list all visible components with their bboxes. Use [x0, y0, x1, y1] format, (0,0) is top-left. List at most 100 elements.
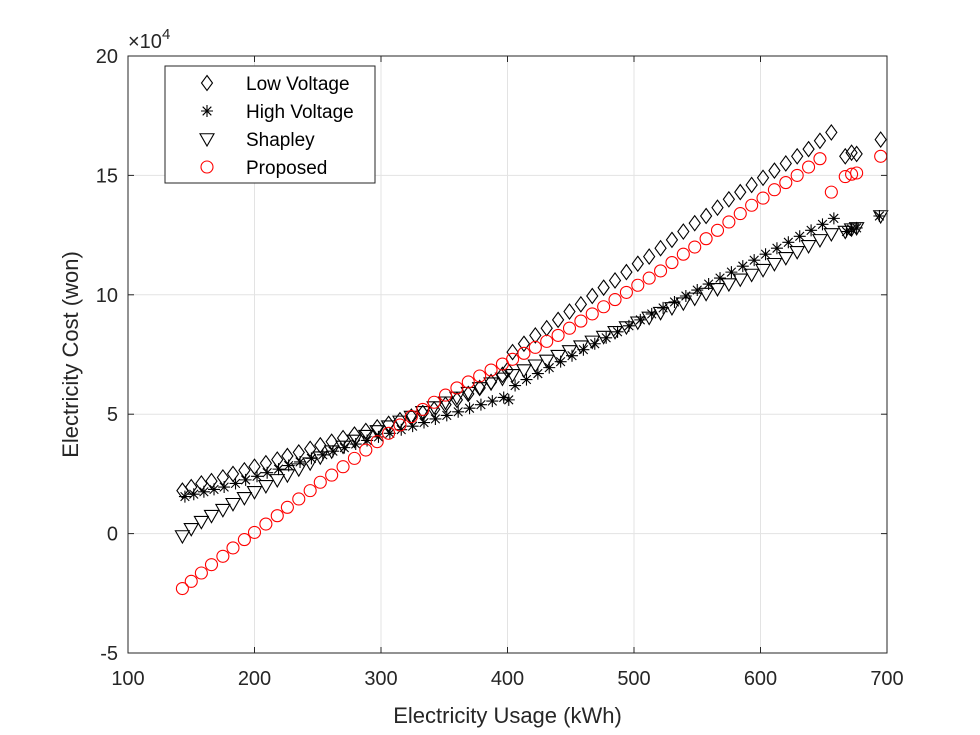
proposed-point [506, 352, 520, 366]
low-voltage-point [779, 155, 792, 172]
shapley-point [257, 480, 274, 494]
proposed-point [226, 541, 240, 555]
high-voltage-point [679, 289, 692, 302]
proposed-point [347, 451, 361, 465]
high-voltage-point [725, 266, 738, 279]
high-voltage-point [645, 307, 658, 320]
high-voltage-point [251, 470, 264, 483]
high-voltage-point [668, 295, 681, 308]
high-voltage-point [229, 477, 242, 490]
high-voltage-point [759, 248, 772, 261]
low-voltage-point [303, 440, 317, 458]
proposed-point [450, 381, 464, 395]
low-voltage-point [745, 176, 758, 194]
low-voltage-point [292, 443, 305, 461]
proposed-point [813, 152, 827, 166]
proposed-point [370, 435, 384, 449]
x-tick-label: 700 [870, 668, 903, 690]
proposed-point [597, 300, 611, 314]
shapley-point [872, 210, 889, 225]
low-voltage-point [620, 263, 633, 281]
high-voltage-point [611, 325, 624, 338]
x-tick-label: 200 [238, 668, 271, 690]
high-voltage-point [218, 481, 231, 494]
low-voltage-point [462, 385, 475, 403]
shapley-point [504, 368, 521, 383]
proposed-point [461, 375, 475, 389]
shapley-point [302, 457, 319, 472]
legend-label-high-voltage: High Voltage [246, 102, 354, 123]
low-voltage-point [813, 132, 827, 150]
proposed-point [280, 500, 294, 514]
y-tick-label: 0 [107, 524, 118, 546]
shapley-point [515, 364, 532, 379]
high-voltage-point [282, 459, 295, 472]
proposed-point [416, 402, 430, 416]
low-voltage-point [699, 207, 713, 225]
high-voltage-point [782, 236, 795, 249]
low-voltage-point [845, 144, 858, 162]
shapley-point [675, 297, 692, 312]
high-voltage-point [474, 398, 487, 411]
shapley-point [323, 445, 340, 460]
proposed-point [517, 346, 531, 360]
y-tick-label: 10 [96, 285, 118, 307]
proposed-point [767, 183, 781, 197]
high-voltage-point [463, 402, 476, 415]
low-voltage-point [314, 436, 327, 454]
shapley-point [483, 377, 500, 392]
shapley-point [618, 321, 635, 336]
proposed-point [473, 369, 487, 383]
high-voltage-point [395, 423, 408, 436]
shapley-point [823, 228, 840, 243]
tick-layer: 100 200 300 400 500 600 700 -5 0 5 10 15 20 [96, 46, 904, 690]
legend-label-proposed: Proposed [246, 158, 327, 179]
proposed-point [688, 240, 702, 254]
legend-marker-low-voltage [200, 74, 214, 92]
high-voltage-point [531, 367, 544, 380]
proposed-point [551, 328, 565, 342]
low-voltage-point [642, 248, 656, 266]
high-voltage-point [566, 349, 579, 362]
high-voltage-point [845, 223, 858, 236]
shapley-point [755, 263, 771, 278]
low-voltage-point [195, 475, 208, 492]
shapley-point [652, 306, 669, 321]
high-voltage-point [497, 391, 510, 404]
high-voltage-point [827, 212, 840, 225]
low-voltage-point [688, 214, 701, 232]
exponent-base: ×10 [128, 31, 162, 53]
high-voltage-point [622, 319, 635, 332]
x-tick-label: 100 [111, 668, 144, 690]
shapley-point [174, 530, 191, 545]
shapley-point [550, 349, 567, 364]
proposed-point [270, 509, 284, 523]
legend: Low Voltage High Voltage Shapley Proposed [164, 65, 376, 184]
y-tick-label: -5 [100, 643, 118, 665]
low-voltage-point [517, 335, 531, 353]
shapley-point [471, 382, 488, 397]
shapley-point [837, 225, 854, 240]
proposed-point [654, 264, 668, 278]
shapley-point [448, 391, 465, 406]
proposed-point [237, 533, 251, 547]
proposed-point [359, 443, 373, 457]
low-voltage-point [281, 447, 294, 465]
low-voltage-point [259, 454, 273, 472]
legend-label-shapley: Shapley [246, 130, 315, 151]
low-voltage-point [597, 279, 610, 297]
shapley-point [203, 509, 220, 524]
shapley-point [346, 434, 363, 449]
proposed-point [303, 484, 317, 498]
proposed-point [722, 215, 736, 229]
shapley-point [538, 354, 555, 369]
shapley-point [380, 420, 397, 435]
shapley-point [392, 415, 408, 430]
high-voltage-point [197, 485, 210, 498]
x-tick-label: 500 [617, 668, 650, 690]
shapley-point [494, 372, 511, 387]
high-voltage-point [178, 490, 191, 503]
high-voltage-point [187, 488, 200, 501]
low-voltage-point [325, 433, 338, 451]
legend-marker-proposed [200, 160, 214, 174]
